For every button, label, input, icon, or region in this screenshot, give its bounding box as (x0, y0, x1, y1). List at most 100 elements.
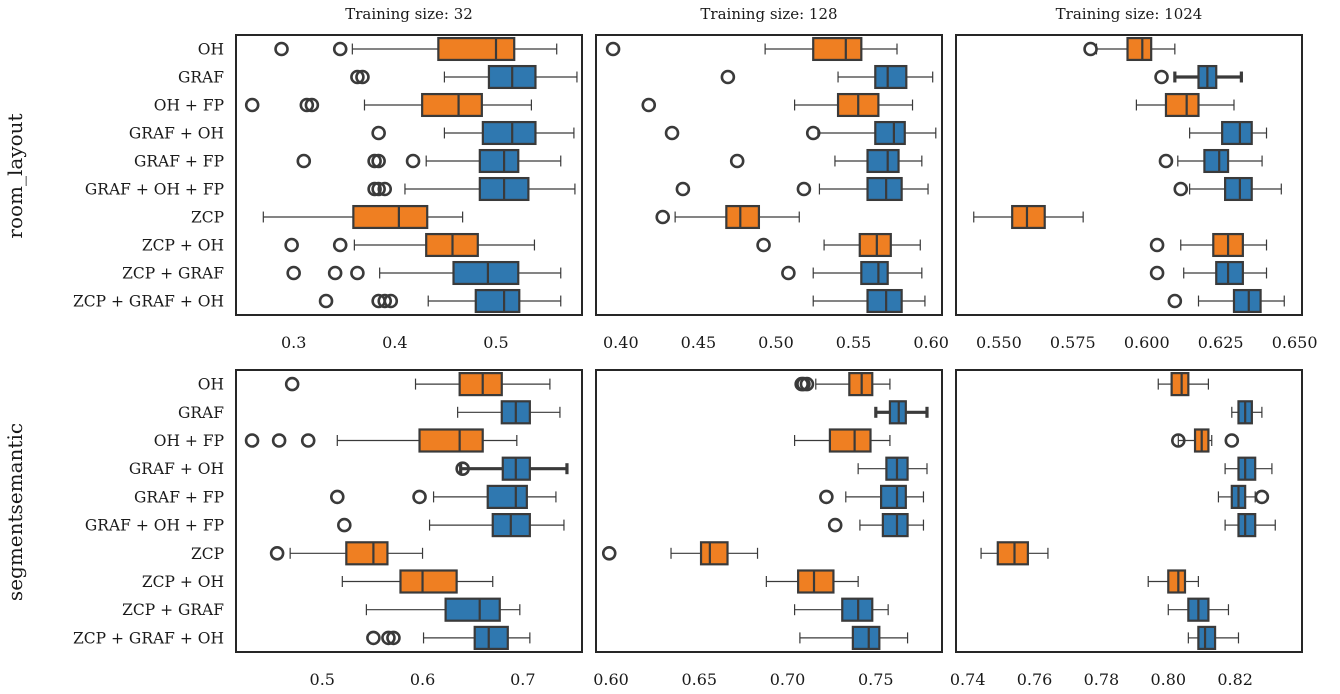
column-title-1024: Training size: 1024 (1056, 5, 1203, 23)
outlier-point (655, 209, 671, 225)
box-oh-fp (1135, 92, 1235, 118)
outlier-point (350, 69, 365, 85)
box-graf-fp (729, 148, 923, 174)
box-graf-fp (296, 148, 562, 174)
category-label-zcp: ZCP (191, 209, 224, 227)
x-tick-label: 0.625 (1198, 333, 1244, 352)
category-label-graf-fp: GRAF + FP (134, 488, 224, 506)
box-zcp-graf-oh (366, 625, 531, 650)
box-iqr (1224, 176, 1253, 202)
outlier-point (304, 97, 320, 113)
box-iqr (352, 204, 429, 230)
outlier-point (1083, 41, 1098, 57)
category-label-graf-fp: GRAF + FP (134, 153, 224, 171)
outlier-point (781, 265, 796, 281)
x-tick-label: 0.600 (1124, 333, 1170, 352)
box-graf-oh (1224, 456, 1273, 481)
outlier-point (412, 489, 427, 505)
box-iqr (874, 64, 908, 90)
x-tick-label: 0.60 (913, 333, 949, 352)
outlier-point (1158, 153, 1174, 169)
box-zcp-oh (1147, 569, 1199, 594)
box-iqr (345, 541, 389, 566)
panel-0-0: OH GRAF OH + FP GRAF + OH GRAF + FP GRAF + OH… (73, 34, 583, 352)
box-iqr (860, 260, 889, 286)
outlier-point (284, 376, 300, 392)
outlier-point (271, 433, 287, 448)
box-iqr (699, 541, 729, 566)
box-iqr (1011, 204, 1046, 230)
box-zcp-oh (1149, 232, 1268, 258)
box-graf-oh (1189, 120, 1268, 146)
box-graf (1154, 64, 1243, 90)
outlier-point (1149, 265, 1165, 281)
box-oh-fp (244, 92, 533, 118)
box-zcp-oh (341, 569, 494, 594)
box-graf-oh-fp (1173, 176, 1282, 202)
box-zcp-graf (286, 260, 562, 286)
box-iqr (828, 428, 872, 453)
box-zcp-graf-oh (812, 288, 926, 314)
category-label-zcp-oh: ZCP + OH (142, 573, 224, 591)
outlier-point (269, 545, 285, 561)
x-tick-label: 0.4 (382, 333, 407, 352)
category-label-zcp-graf-oh: ZCP + GRAF + OH (73, 629, 224, 647)
box-iqr (725, 204, 761, 230)
box-zcp (973, 204, 1084, 230)
outlier-point (377, 293, 393, 309)
x-tick-label: 0.7 (510, 670, 535, 689)
category-label-oh-fp: OH + FP (154, 97, 224, 115)
row-labels: room_layout segmentsemantic (3, 113, 27, 601)
column-title-32: Training size: 32 (345, 5, 473, 23)
outlier-point (381, 630, 396, 646)
column-titles: Training size: 32 Training size: 128 Tra… (345, 5, 1202, 23)
outlier-point (337, 517, 352, 533)
box-graf-fp (1158, 148, 1263, 174)
outlier-point (296, 153, 312, 169)
box-iqr (797, 569, 835, 594)
outlier-point (729, 153, 745, 169)
box-graf (874, 400, 929, 425)
box-graf-oh (664, 120, 937, 146)
outlier-point (1254, 489, 1270, 505)
outlier-point (371, 181, 386, 197)
box-zcp (262, 204, 464, 230)
box-iqr (444, 597, 501, 622)
panel-0-1: 0.40 0.45 0.50 0.55 0.60 (595, 34, 949, 352)
box-zcp (655, 204, 800, 230)
x-tick-label: 0.76 (1017, 670, 1053, 689)
outlier-point (605, 41, 621, 57)
category-label-graf-oh: GRAF + OH (129, 460, 224, 478)
panel-frame (955, 34, 1303, 316)
box-zcp (269, 541, 424, 566)
category-label-oh: OH (198, 376, 224, 394)
box-graf (350, 64, 578, 90)
box-iqr (473, 625, 509, 650)
box-zcp-oh (765, 569, 859, 594)
panel-0-2: 0.550 0.575 0.600 0.625 0.650 (955, 34, 1318, 352)
x-tick-label: 0.82 (1217, 670, 1253, 689)
x-tick-label: 0.45 (681, 333, 717, 352)
outlier-point (1171, 433, 1186, 448)
box-iqr (881, 513, 909, 538)
outlier-point (244, 433, 260, 448)
category-label-zcp-oh: ZCP + OH (142, 237, 224, 255)
box-graf (720, 64, 934, 90)
x-tick-label: 0.6 (410, 670, 435, 689)
box-graf-oh (455, 456, 569, 481)
box-iqr (1203, 148, 1230, 174)
box-oh (274, 36, 558, 62)
box-zcp (980, 541, 1049, 566)
outlier-point (332, 41, 348, 57)
box-oh-fp (244, 428, 518, 453)
box-zcp-graf-oh (318, 288, 562, 314)
panel-1-0: OH GRAF OH + FP GRAF + OH GRAF + FP GRAF + OH… (73, 369, 583, 689)
box-zcp-graf (781, 260, 923, 286)
box-iqr (481, 120, 537, 146)
box-zcp-graf (1167, 597, 1230, 622)
box-oh (1083, 36, 1176, 62)
box-graf-oh (857, 456, 928, 481)
box-zcp-graf (1149, 260, 1268, 286)
box-iqr (996, 541, 1029, 566)
